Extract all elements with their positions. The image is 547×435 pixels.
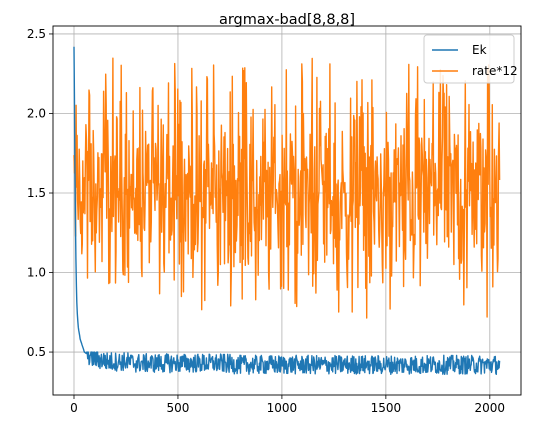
series-line-ek [73, 46, 501, 375]
x-tick-label: 500 [166, 401, 189, 415]
series-line-rate [73, 57, 501, 319]
legend-label-ek: Ek [472, 43, 487, 57]
chart-title: argmax-bad[8,8,8] [219, 12, 355, 28]
y-tick-label: 1.0 [27, 266, 46, 280]
x-tick-label: 2000 [475, 401, 506, 415]
y-tick-label: 2.0 [27, 106, 46, 120]
x-tick-label: 1500 [371, 401, 402, 415]
y-tick-label: 1.5 [27, 186, 46, 200]
legend-label-rate: rate*12 [472, 64, 518, 78]
plot-frame [52, 25, 522, 396]
y-tick-label: 0.5 [27, 345, 46, 359]
y-tick-label: 2.5 [27, 27, 46, 41]
legend: Ek rate*12 [423, 34, 518, 84]
series-layer [73, 46, 501, 375]
x-tick-label: 0 [70, 401, 78, 415]
axes: 0 500 1000 1500 2000 0.5 1.0 1.5 2.0 2.5 [27, 27, 505, 415]
x-tick-label: 1000 [267, 401, 298, 415]
